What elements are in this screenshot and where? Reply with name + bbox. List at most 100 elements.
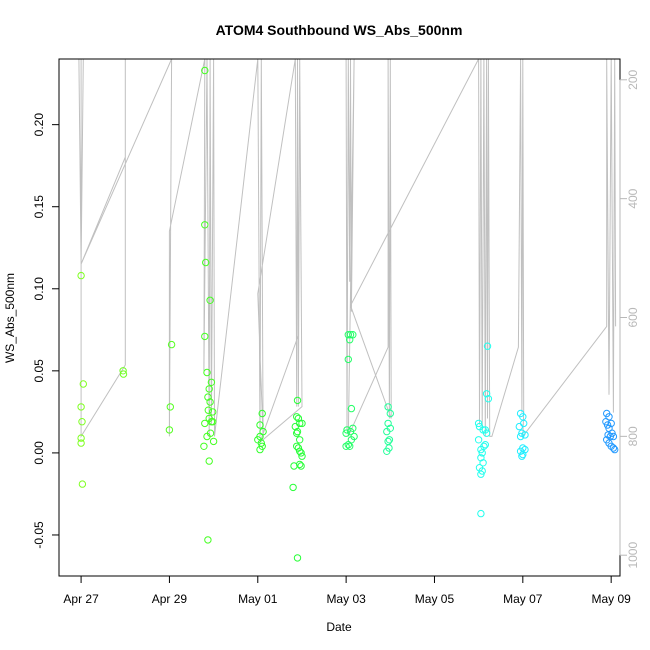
- data-point: [203, 432, 211, 441]
- data-point: [521, 431, 529, 439]
- data-point: [479, 459, 487, 467]
- data-point: [347, 404, 356, 413]
- data-point: [293, 413, 301, 421]
- data-point: [477, 445, 485, 454]
- y-tick-label: -0.05: [32, 521, 46, 549]
- data-point: [256, 421, 264, 429]
- data-point: [294, 414, 303, 423]
- data-point: [474, 419, 483, 428]
- data-point: [609, 444, 618, 452]
- data-point: [207, 378, 216, 386]
- data-point: [204, 406, 213, 414]
- data-point: [258, 409, 266, 418]
- x-tick-label: May 07: [503, 592, 543, 606]
- y2-tick-label: 200: [626, 69, 640, 89]
- data-point: [342, 442, 350, 450]
- chart-title: ATOM4 Southbound WS_Abs_500nm: [216, 22, 463, 38]
- data-point: [611, 445, 619, 454]
- data-point: [483, 342, 492, 350]
- data-point: [298, 452, 306, 460]
- x-axis: Apr 27 Apr 29 May 01 May 03 May 05 May 07 May …: [63, 575, 631, 606]
- y-tick-label: 0.00: [32, 441, 46, 465]
- data-point: [482, 429, 491, 437]
- data-point: [77, 434, 85, 442]
- data-point: [293, 396, 302, 405]
- y2-tick-label: 400: [626, 188, 640, 208]
- data-point: [165, 426, 174, 434]
- data-point: [290, 462, 298, 470]
- data-point: [344, 331, 352, 339]
- y2-tick-label: 600: [626, 307, 640, 327]
- data-point: [201, 221, 209, 229]
- data-point: [77, 403, 85, 411]
- data-point: [384, 419, 392, 428]
- data-point: [344, 441, 352, 449]
- data-point: [167, 340, 176, 349]
- data-point: [77, 271, 85, 280]
- data-point: [481, 441, 489, 449]
- data-point: [482, 390, 491, 398]
- x-tick-label: Apr 27: [63, 592, 99, 606]
- data-point: [206, 398, 214, 406]
- data-point: [209, 437, 218, 446]
- data-point: [119, 370, 128, 378]
- data-point: [385, 436, 394, 444]
- data-point: [256, 445, 264, 454]
- data-point: [515, 422, 523, 431]
- data-point: [201, 66, 209, 75]
- data-point: [293, 554, 302, 562]
- y2-tick-label: 1000: [626, 542, 640, 569]
- data-point: [200, 442, 208, 450]
- x-tick-label: May 03: [326, 592, 366, 606]
- data-point: [478, 467, 486, 475]
- data-point: [204, 393, 212, 401]
- data-point: [386, 409, 394, 418]
- secondary-y-axis: 200 400 600 800 1000: [619, 69, 640, 569]
- data-point: [201, 332, 209, 341]
- data-point: [205, 457, 213, 465]
- data-point: [478, 449, 486, 457]
- data-point: [346, 442, 354, 450]
- y-tick-label: 0.15: [32, 195, 46, 219]
- x-tick-label: May 09: [591, 592, 631, 606]
- y-axis-label: WS_Abs_500nm: [3, 273, 17, 363]
- x-tick-label: May 01: [238, 592, 278, 606]
- data-point: [296, 436, 304, 444]
- data-point: [79, 380, 88, 388]
- data-point: [204, 536, 212, 544]
- data-point: [205, 385, 213, 393]
- data-point: [521, 445, 529, 454]
- altitude-trace-line: [78, 58, 617, 444]
- data-point: [209, 408, 217, 416]
- data-point: [78, 480, 87, 488]
- data-point: [607, 419, 615, 428]
- x-tick-label: Apr 29: [152, 592, 188, 606]
- data-point: [518, 452, 526, 460]
- data-point: [78, 418, 86, 426]
- data-point: [297, 449, 305, 457]
- data-point: [477, 454, 485, 462]
- x-axis-label: Date: [326, 620, 352, 634]
- data-point: [297, 462, 305, 470]
- data-point: [202, 258, 210, 267]
- data-point: [209, 418, 217, 426]
- data-point: [603, 421, 612, 429]
- data-point: [609, 432, 618, 441]
- data-point: [298, 419, 306, 428]
- altitude-trace-layer: [78, 58, 617, 444]
- y-tick-label: 0.20: [32, 113, 46, 137]
- data-point: [383, 447, 391, 455]
- y2-tick-label: 800: [626, 426, 640, 446]
- data-point: [384, 403, 392, 411]
- scatter-points-layer: [77, 66, 619, 562]
- y-tick-label: 0.05: [32, 359, 46, 383]
- data-point: [477, 470, 485, 478]
- data-point: [604, 431, 612, 439]
- data-point: [77, 439, 85, 447]
- data-point: [342, 429, 350, 437]
- data-point: [346, 336, 354, 344]
- data-point: [201, 419, 209, 428]
- data-point: [477, 509, 485, 518]
